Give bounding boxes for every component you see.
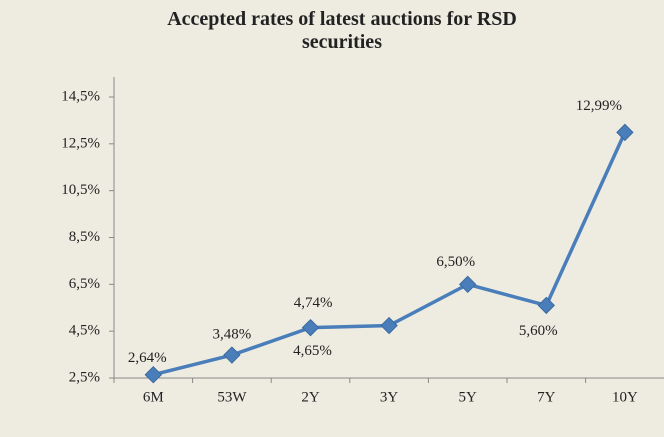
y-tick-label: 12,5% xyxy=(61,135,100,151)
marker xyxy=(223,346,241,364)
y-tick-label: 2,5% xyxy=(69,369,100,385)
y-tick-label: 14,5% xyxy=(61,88,100,104)
x-tick-label: 3Y xyxy=(380,389,399,405)
data-label: 3,48% xyxy=(213,326,252,342)
data-label: 12,99% xyxy=(576,98,622,114)
x-tick-label: 5Y xyxy=(459,389,478,405)
marker xyxy=(458,275,477,294)
x-tick-label: 2Y xyxy=(301,389,320,405)
data-label: 4,74% xyxy=(294,295,333,311)
chart-title: Accepted rates of latest auctions for RS… xyxy=(167,8,517,53)
x-tick-label: 10Y xyxy=(612,389,638,405)
marker xyxy=(144,366,163,384)
x-tick-label: 6M xyxy=(143,389,164,405)
marker xyxy=(537,296,556,315)
x-tick-label: 53W xyxy=(217,389,247,405)
y-tick-label: 6,5% xyxy=(69,276,100,292)
marker xyxy=(301,318,320,337)
y-tick-label: 10,5% xyxy=(61,182,100,198)
marker xyxy=(616,123,634,142)
data-label: 5,60% xyxy=(519,323,558,339)
x-tick-label: 7Y xyxy=(537,389,556,405)
y-tick-label: 4,5% xyxy=(69,323,100,339)
marker xyxy=(380,316,398,335)
y-tick-label: 8,5% xyxy=(69,229,100,245)
data-label: 6,50% xyxy=(436,254,475,270)
data-label: 4,65% xyxy=(293,343,332,359)
data-label: 2,64% xyxy=(128,350,167,366)
